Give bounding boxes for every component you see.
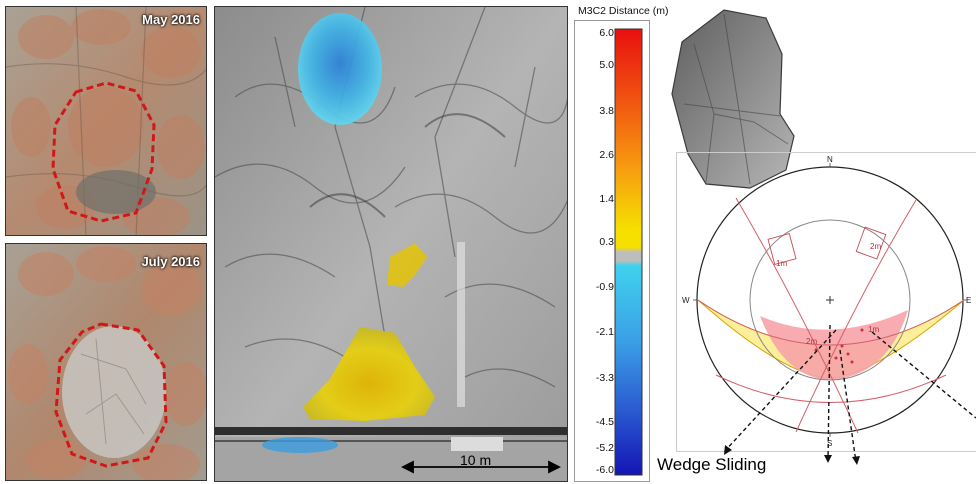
colorbar-tick: -5.2 xyxy=(595,442,614,454)
m3c2-point-cloud-panel xyxy=(214,6,568,482)
photo-may-2016: May 2016 xyxy=(5,6,207,236)
stereonet-frame xyxy=(676,152,976,452)
colorbar-tick: 1.4 xyxy=(599,193,614,205)
colorbar-tick: 5.0 xyxy=(599,59,614,71)
scale-bar xyxy=(400,460,562,474)
deposit-yellow-large xyxy=(303,327,435,421)
colorbar-tick: -0.9 xyxy=(595,281,614,293)
stereonet-label: 1m xyxy=(868,325,879,334)
rock-face-photo-after xyxy=(6,244,206,480)
colorbar-tick: 2.6 xyxy=(599,149,614,161)
stereonet-label: 2m xyxy=(870,242,881,251)
colorbar-tick: -6.0 xyxy=(595,464,614,476)
erosion-blob-blue xyxy=(298,13,382,125)
outline-dashed-may xyxy=(51,81,156,223)
photo-label-may: May 2016 xyxy=(142,12,200,27)
friction-cone-circle xyxy=(749,219,911,381)
wedge-sliding-label: Wedge Sliding xyxy=(657,455,767,474)
wedge-sliding-arrows xyxy=(723,324,976,463)
photo-label-july: July 2016 xyxy=(141,254,200,269)
stereonet: 1m 2m 2m 1m N S W E xyxy=(682,155,976,465)
colorbar-tick: 0.3 xyxy=(599,236,614,248)
colorbar-tick: 3.8 xyxy=(599,105,614,117)
compass-w: W xyxy=(682,296,690,305)
rock-face-photo-before xyxy=(6,7,206,235)
stereonet-label: 1m xyxy=(776,259,787,268)
stereonet-label: 2m xyxy=(806,337,817,346)
colorbar-tick: -3.3 xyxy=(595,372,614,384)
compass-e: E xyxy=(966,296,971,305)
photo-july-2016: July 2016 xyxy=(5,243,207,481)
m3c2-difference-model xyxy=(215,7,567,481)
deposit-yellow-small xyxy=(387,243,427,287)
colorbar-tick: -4.5 xyxy=(595,416,614,428)
colorbar-tick: 6.0 xyxy=(599,27,614,39)
colorbar-title: M3C2 Distance (m) xyxy=(578,5,669,17)
colorbar xyxy=(614,28,643,476)
rock-block-3d-model xyxy=(671,9,795,189)
compass-n: N xyxy=(827,155,833,164)
compass-s: S xyxy=(827,439,832,448)
scale-bar-label: 10 m xyxy=(460,452,492,468)
colorbar-tick: -2.1 xyxy=(595,326,614,338)
outline-dashed-july xyxy=(54,322,168,468)
